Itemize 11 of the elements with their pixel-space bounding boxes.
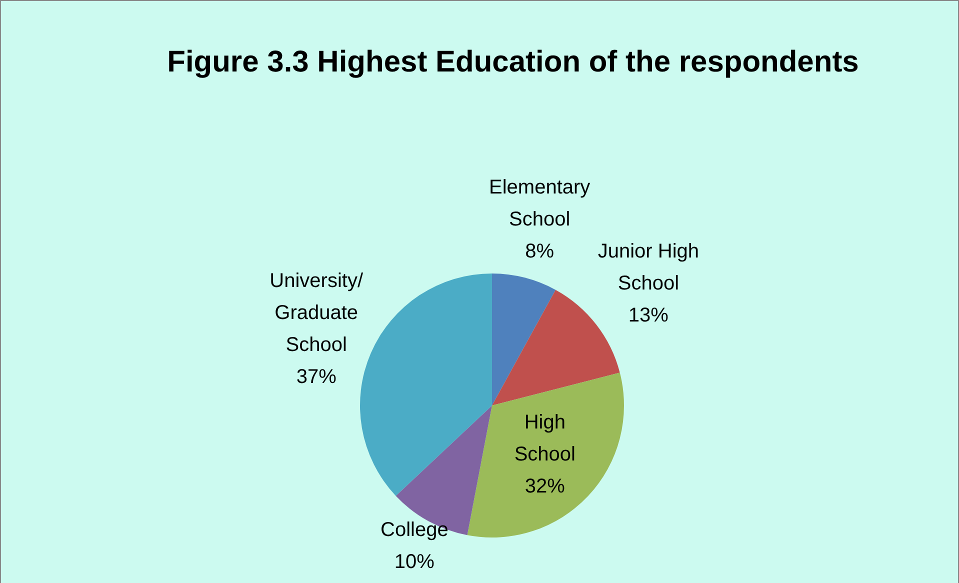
data-label: 10% — [394, 551, 435, 574]
slice-label: High School — [514, 412, 576, 466]
data-label: 32% — [524, 476, 566, 498]
data-label: 37% — [296, 366, 337, 388]
data-label: 8% — [525, 240, 554, 263]
slice-label: Elementary School — [489, 176, 590, 231]
slice-label: University/ Graduate School — [270, 270, 364, 356]
slice-label: Junior High School — [598, 240, 700, 295]
data-label: 13% — [628, 304, 669, 327]
slice-label: College — [380, 519, 448, 542]
chart-title: Figure 3.3 Highest Education of the respondents — [167, 45, 859, 78]
